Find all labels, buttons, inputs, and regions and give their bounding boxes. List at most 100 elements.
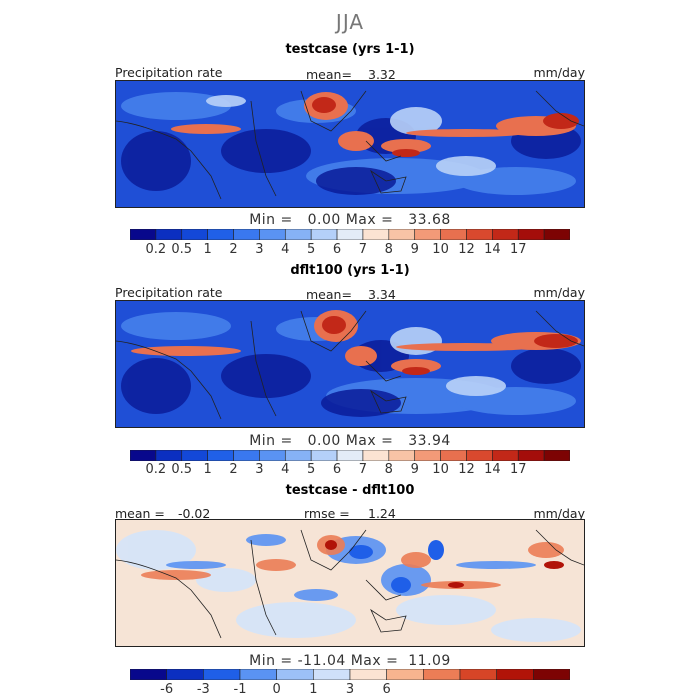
colorbar-tick-label: 0.2	[145, 462, 167, 477]
colorbar-tick-label: 1	[309, 682, 318, 697]
colorbar-swatch	[388, 229, 416, 240]
colorbar-tick-label: 1	[203, 242, 212, 257]
colorbar-tick-label: 6	[382, 682, 391, 697]
colorbar-tick-label: 0.5	[171, 462, 193, 477]
panel-2-units: mm/day	[533, 285, 585, 300]
colorbar-swatch	[362, 229, 390, 240]
colorbar-swatch	[310, 229, 338, 240]
colorbar-tick-label: 0.2	[145, 242, 167, 257]
colorbar-tick-label: 6	[332, 242, 342, 257]
colorbar-tick-label: 10	[432, 462, 449, 477]
panel-1-title: testcase (yrs 1-1)	[285, 42, 415, 57]
colorbar-swatch	[336, 450, 364, 461]
colorbar-tick-label: 6	[332, 462, 342, 477]
panel-2-max-value: 33.94	[408, 433, 451, 449]
colorbar-swatch	[336, 229, 364, 240]
panel-1-mean-value: 3.32	[368, 67, 396, 82]
colorbar-tick-label: 12	[458, 462, 475, 477]
panel-3-map	[115, 519, 585, 647]
panel-3-minmax: Min = -11.04 Max = 11.09	[0, 653, 700, 669]
colorbar-swatch	[130, 229, 157, 240]
panel-2-map-field	[116, 301, 584, 427]
colorbar-swatch	[386, 669, 424, 680]
colorbar-swatch	[284, 229, 312, 240]
colorbar-tick-label: 0.5	[171, 242, 193, 257]
colorbar-tick-label: 14	[484, 462, 501, 477]
colorbar-swatch	[466, 450, 493, 461]
colorbar-swatch	[423, 669, 461, 680]
panel-2-map	[115, 300, 585, 428]
colorbar-swatch	[155, 229, 183, 240]
panel-2-min-value: 0.00	[307, 433, 341, 449]
panel-3-mean-label: mean =	[115, 506, 165, 521]
colorbar-tick-label: -6	[160, 682, 174, 697]
colorbar-swatch	[414, 450, 441, 461]
colorbar-swatch	[181, 450, 208, 461]
colorbar-swatch	[130, 450, 157, 461]
colorbar-swatch	[496, 669, 534, 680]
colorbar-tick-label: 8	[384, 242, 393, 257]
colorbar-swatch	[203, 669, 241, 680]
colorbar-swatch	[313, 669, 351, 680]
colorbar-tick-label: 1	[203, 462, 212, 477]
colorbar-tick-label: 2	[229, 462, 238, 477]
panel-3-rmse-label: rmse =	[304, 506, 350, 521]
colorbar-swatch	[233, 229, 260, 240]
colorbar-tick-label: 12	[458, 242, 475, 257]
panel-3-max-label: Max =	[350, 653, 399, 669]
panel-3-mean-value: -0.02	[178, 506, 211, 521]
colorbar-tick-label: 2	[229, 242, 238, 257]
panel-1-variable-label: Precipitation rate	[115, 65, 223, 80]
colorbar-swatch	[517, 229, 545, 240]
colorbar-tick-label: 4	[281, 462, 290, 477]
panel-3-rmse-value: 1.24	[368, 506, 396, 521]
colorbar-tick-label: 17	[509, 242, 527, 257]
colorbar-swatch	[259, 229, 286, 240]
colorbar-tick-label: 3	[345, 682, 355, 697]
colorbar-swatch	[233, 450, 260, 461]
panel-1-units: mm/day	[533, 65, 585, 80]
panel-2-colorbar	[130, 450, 570, 461]
panel-3-colorbar	[130, 669, 570, 680]
colorbar-tick-label: -1	[233, 682, 247, 697]
colorbar-swatch	[349, 669, 387, 680]
colorbar-tick-label: 10	[432, 242, 449, 257]
panel-2-colorbar-ticks: 0.2 0.5 1 2 3 4 5 6 7 8 9 10 12 14 17	[130, 462, 570, 478]
panel-2-mean-value: 3.34	[368, 287, 396, 302]
colorbar-swatch	[284, 450, 312, 461]
colorbar-swatch	[207, 229, 234, 240]
panel-2-mean-label: mean=	[306, 287, 352, 302]
colorbar-swatch	[310, 450, 338, 461]
colorbar-swatch	[533, 669, 570, 680]
panel-3-min-label: Min =	[249, 653, 293, 669]
colorbar-swatch	[388, 450, 416, 461]
colorbar-tick-label: 9	[410, 242, 419, 257]
panel-1-minmax: Min = 0.00 Max = 33.68	[0, 212, 700, 228]
panel-1-max-value: 33.68	[408, 212, 451, 228]
colorbar-tick-label: 5	[307, 242, 316, 257]
panel-2-title: dflt100 (yrs 1-1)	[290, 263, 410, 278]
panel-3-map-field	[116, 520, 584, 646]
colorbar-swatch	[517, 450, 545, 461]
panel-3-max-value: 11.09	[408, 653, 451, 669]
panel-1-colorbar-ticks: 0.2 0.5 1 2 3 4 5 6 7 8 9 10 12 14 17	[130, 242, 570, 258]
colorbar-swatch	[543, 450, 570, 461]
panel-2-variable-label: Precipitation rate	[115, 285, 223, 300]
colorbar-swatch	[181, 229, 208, 240]
colorbar-swatch	[362, 450, 390, 461]
colorbar-tick-label: 17	[509, 462, 527, 477]
panel-2-minmax: Min = 0.00 Max = 33.94	[0, 433, 700, 449]
colorbar-swatch	[466, 229, 493, 240]
colorbar-tick-label: 5	[307, 462, 316, 477]
colorbar-swatch	[459, 669, 497, 680]
colorbar-swatch	[276, 669, 314, 680]
colorbar-tick-label: 9	[410, 462, 419, 477]
panel-1-colorbar	[130, 229, 570, 240]
colorbar-swatch	[543, 229, 570, 240]
panel-3-units: mm/day	[533, 506, 585, 521]
colorbar-swatch	[414, 229, 441, 240]
panel-3-colorbar-ticks: -6 -3 -1 0 1 3 6	[130, 682, 570, 698]
panel-1-map-field	[116, 81, 584, 207]
colorbar-swatch	[130, 669, 167, 680]
panel-1-map	[115, 80, 585, 208]
